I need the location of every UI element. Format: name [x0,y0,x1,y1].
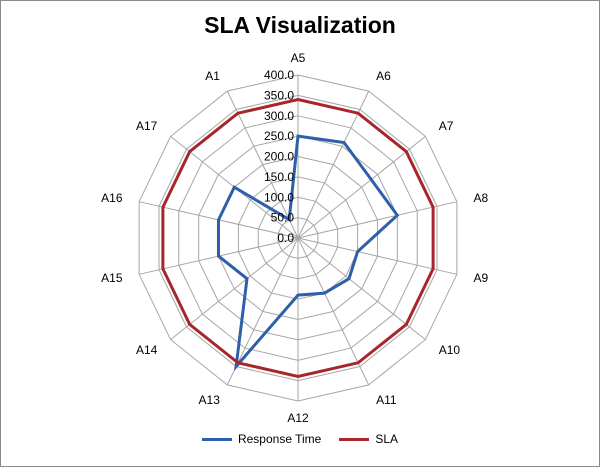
spoke-a6 [297,90,370,239]
category-labels: A5 A6 A7 A8 A9 A10 A11 A12 A13 A14 A15 A16 A17 A1 [101,51,488,425]
spoke-a8 [297,201,458,239]
category-label-a11: A11 [376,393,397,407]
category-label-a10: A10 [439,343,461,357]
series-line-sla [161,97,435,379]
radial-tick-label: 100.0 [264,190,294,204]
radial-tick-label: 0.0 [277,231,294,245]
legend-item-response-time: Response Time [201,432,322,446]
series-line-response-time [217,134,400,372]
radial-tick-labels: 0.0 50.0 100.0 150.0 200.0 250.0 300.0 350.0 400… [264,68,294,245]
category-label-a14: A14 [136,343,158,357]
radial-tick-label: 350.0 [264,88,294,102]
category-label-a17: A17 [136,119,158,133]
category-label-a16: A16 [101,191,123,205]
radial-tick-label: 400.0 [264,68,294,82]
category-label-a12: A12 [287,411,309,425]
category-label-a7: A7 [439,119,454,133]
radial-tick-label: 200.0 [264,150,294,164]
category-label-a6: A6 [376,69,391,83]
legend-swatch-sla [339,437,370,441]
category-label-a15: A15 [101,271,123,285]
legend-swatch-response-time [201,437,232,441]
category-label-a1: A1 [205,69,220,83]
legend-item-sla: SLA [339,432,398,446]
category-label-a8: A8 [474,191,489,205]
spoke-a9 [297,237,458,275]
radial-tick-label: 150.0 [264,170,294,184]
spoke-a10 [297,237,426,340]
chart-title: SLA Visualization [204,12,396,38]
spoke-a7 [297,136,426,239]
radial-tick-label: 50.0 [271,211,295,225]
legend-label-response-time: Response Time [237,432,322,446]
spoke-a1 [226,90,299,239]
category-label-a9: A9 [474,271,489,285]
radar-spokes [138,75,458,401]
spoke-a13 [226,237,299,386]
spoke-a11 [297,237,370,386]
spoke-a14 [170,237,299,340]
radial-tick-label: 300.0 [264,109,294,123]
legend: Response Time SLA [0,432,600,446]
category-label-a5: A5 [291,51,306,65]
radial-tick-label: 250.0 [264,129,294,143]
category-label-a13: A13 [199,393,221,407]
legend-label-sla: SLA [375,432,399,446]
radar-series [161,97,435,379]
